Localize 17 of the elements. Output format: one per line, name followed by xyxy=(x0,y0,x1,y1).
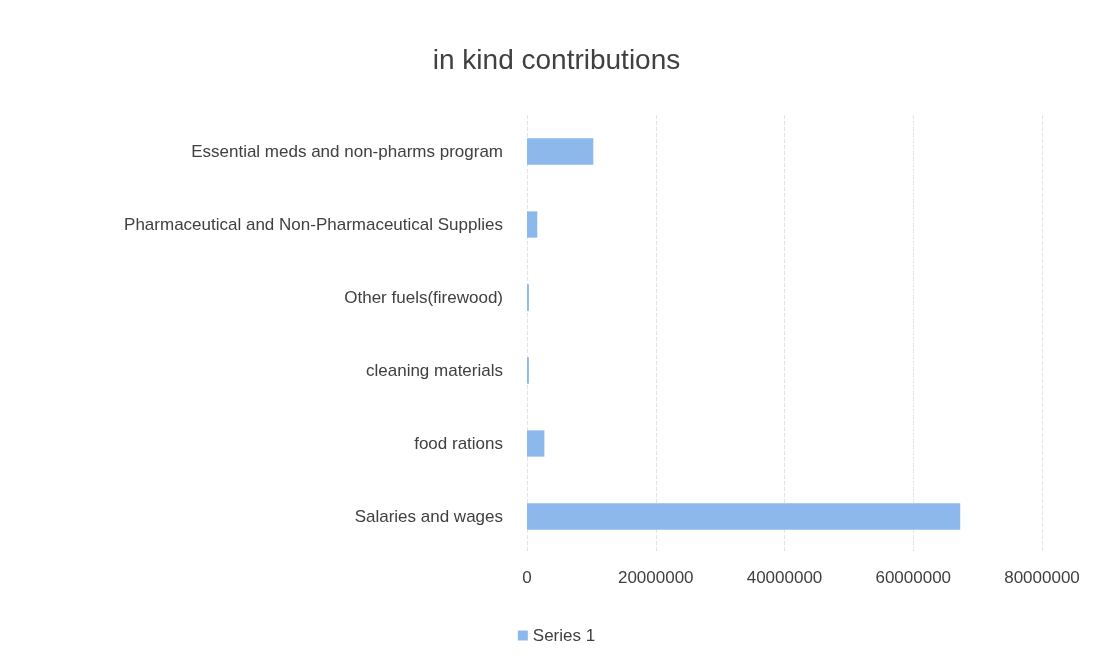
y-tick-label: food rations xyxy=(414,434,503,453)
bar xyxy=(527,503,961,530)
legend-label: Series 1 xyxy=(532,626,596,645)
y-tick-label: Essential meds and non-pharms program xyxy=(191,142,503,161)
y-tick-label: cleaning materials xyxy=(365,361,503,380)
bar xyxy=(527,430,545,457)
chart-title: in kind contributions xyxy=(432,43,681,75)
x-tick-label: 0 xyxy=(522,568,532,587)
x-tick-label: 20000000 xyxy=(617,568,694,587)
y-tick-label: Pharmaceutical and Non-Pharmaceutical Supplies xyxy=(124,215,503,234)
bar xyxy=(527,211,538,238)
bar xyxy=(527,138,594,165)
y-tick-label: Other fuels(firewood) xyxy=(344,288,503,307)
y-tick-label: Salaries and wages xyxy=(354,507,503,526)
x-tick-label: 60000000 xyxy=(875,568,952,587)
x-tick-label: 80000000 xyxy=(1004,568,1080,587)
x-tick-label: 40000000 xyxy=(746,568,823,587)
